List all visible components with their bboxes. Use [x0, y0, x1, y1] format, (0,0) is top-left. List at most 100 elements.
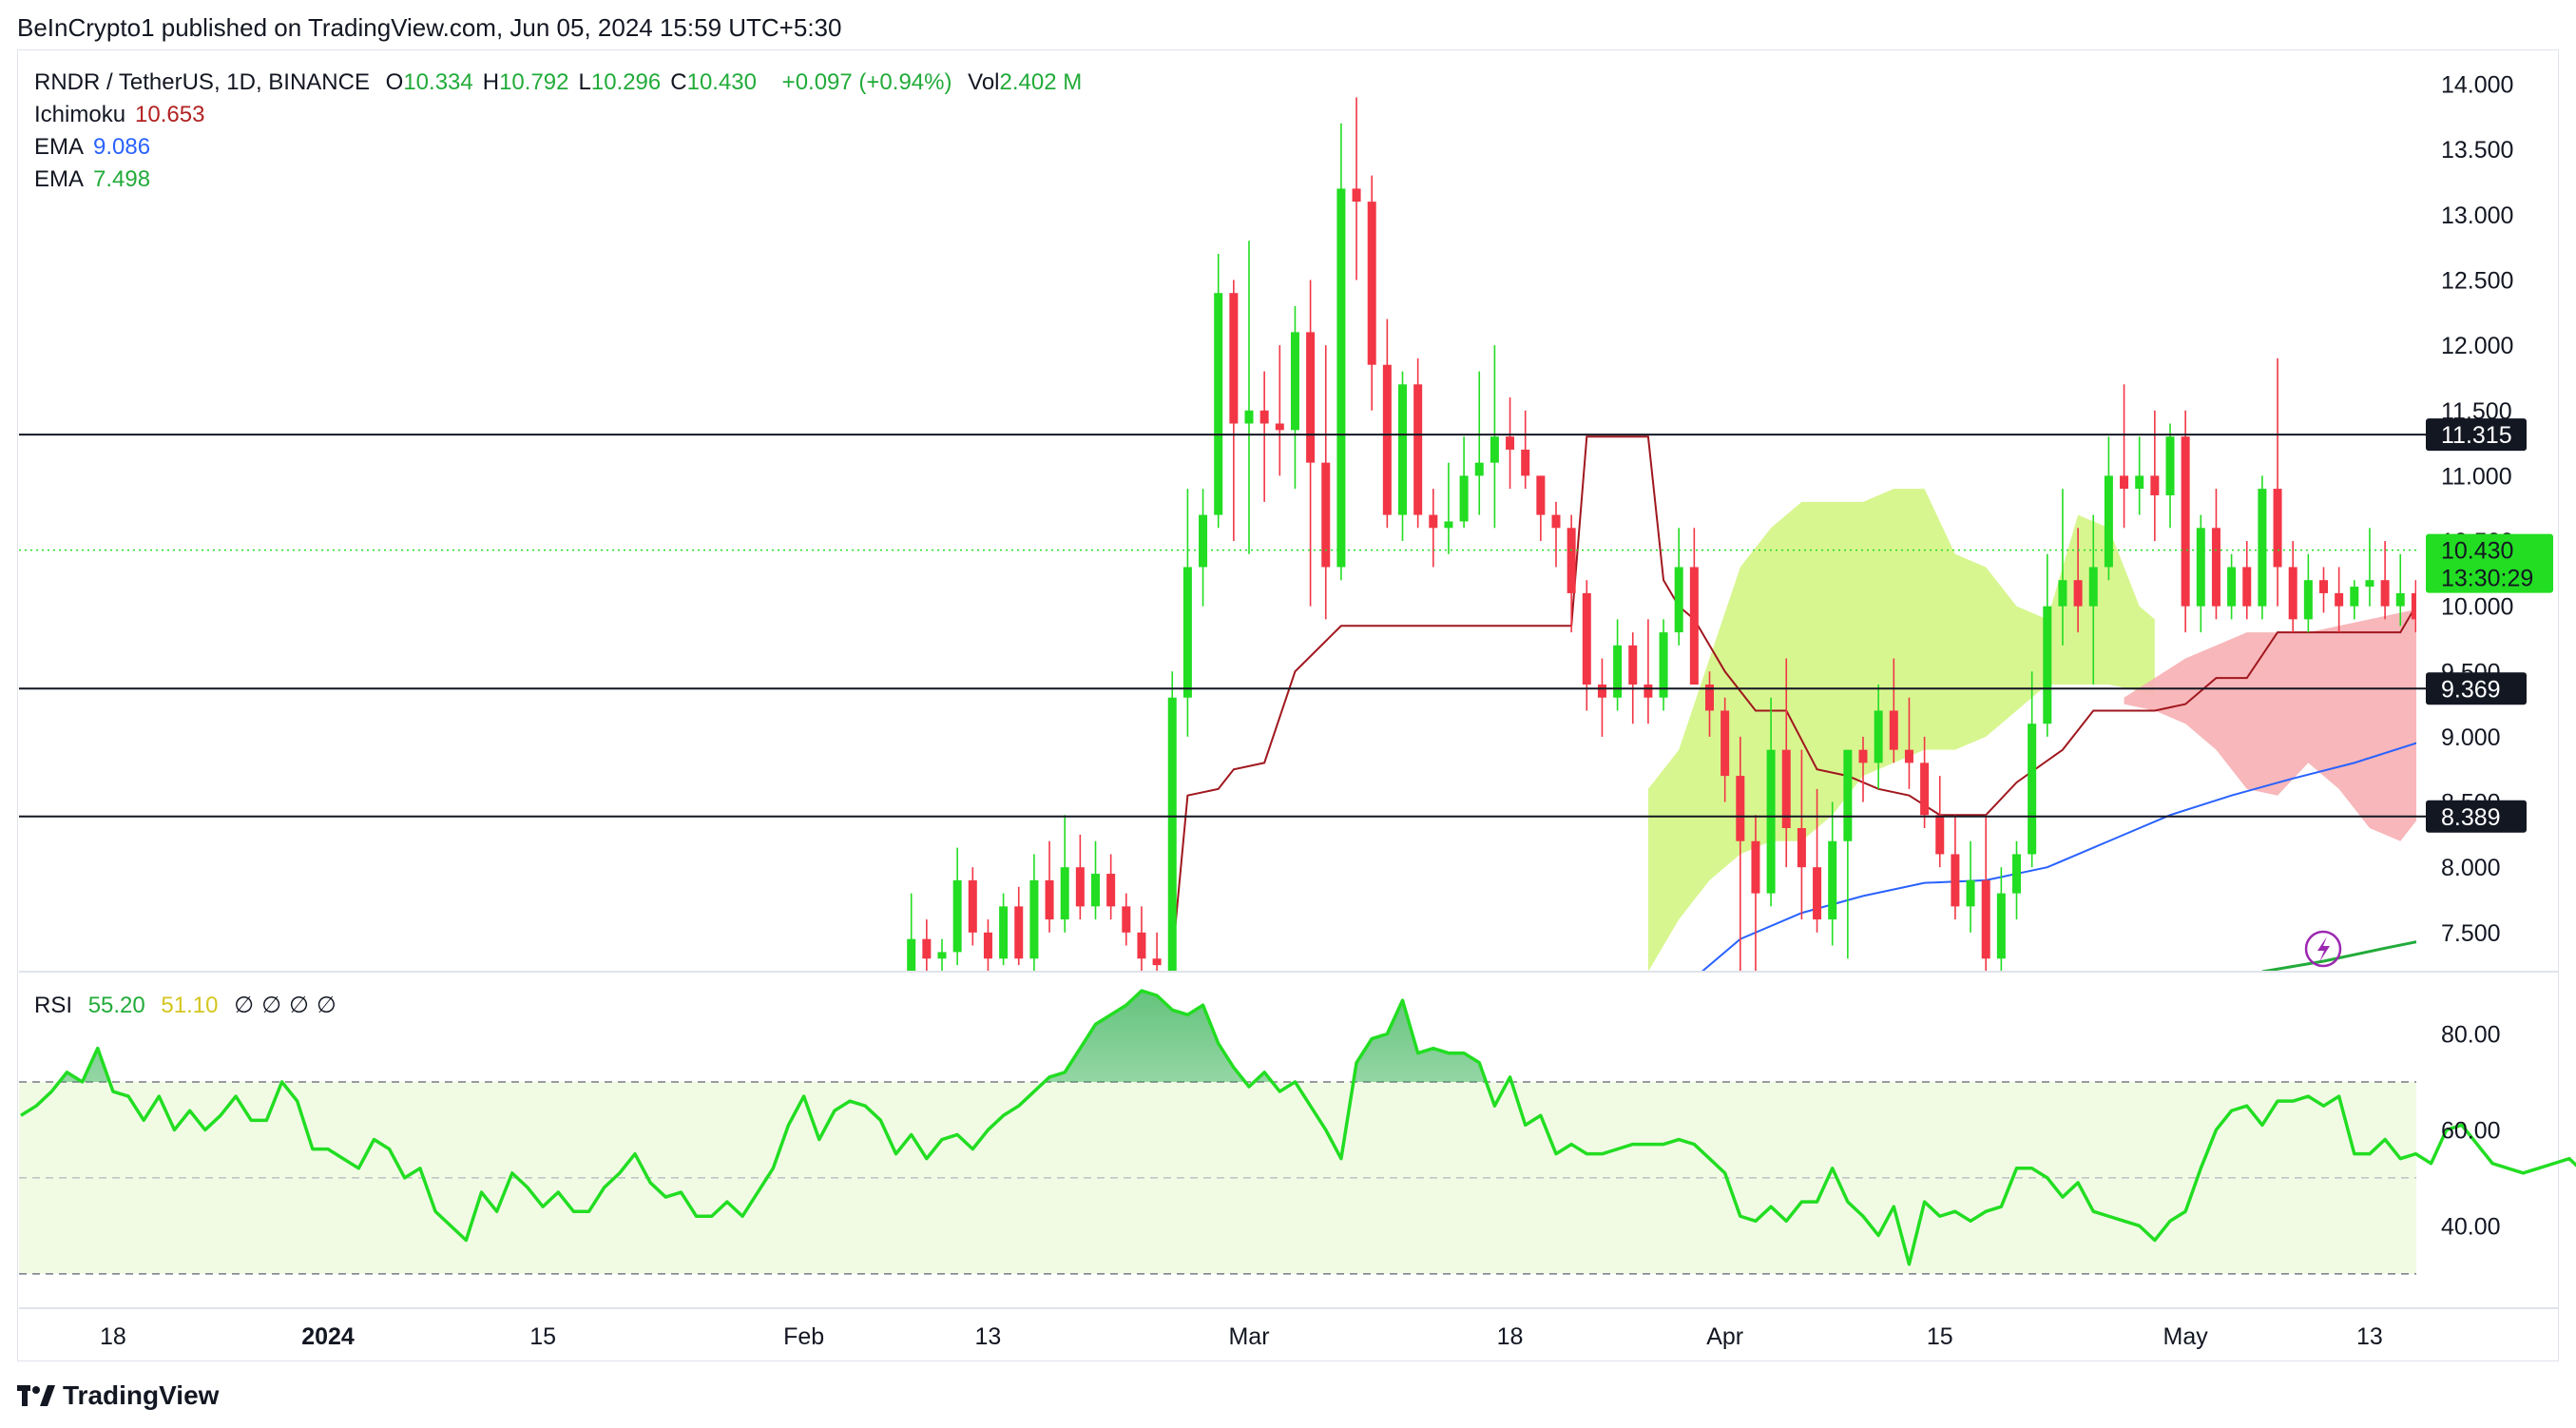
candle[interactable]: [2104, 436, 2113, 581]
candle[interactable]: [1214, 254, 1223, 529]
candle[interactable]: [1075, 834, 1085, 920]
candle[interactable]: [1321, 345, 1331, 620]
candle[interactable]: [1029, 854, 1039, 972]
candle[interactable]: [1874, 685, 1883, 789]
candle[interactable]: [1444, 462, 1453, 554]
candle[interactable]: [937, 938, 947, 974]
candle[interactable]: [1551, 501, 1561, 568]
candle[interactable]: [1306, 280, 1316, 607]
candle[interactable]: [1137, 906, 1146, 972]
candle[interactable]: [1167, 671, 1177, 974]
candle[interactable]: [1613, 619, 1623, 711]
candle[interactable]: [1828, 801, 1837, 946]
candle[interactable]: [1736, 736, 1745, 972]
candle[interactable]: [1106, 854, 1116, 920]
candle[interactable]: [2335, 567, 2344, 633]
candle[interactable]: [1244, 241, 1254, 554]
candle[interactable]: [1506, 397, 1515, 490]
candle[interactable]: [1721, 697, 1730, 802]
tradingview-logo[interactable]: TradingView: [17, 1380, 219, 1411]
candle[interactable]: [2165, 423, 2175, 529]
candle[interactable]: [1490, 345, 1499, 529]
candle[interactable]: [2350, 580, 2359, 620]
candle[interactable]: [1182, 489, 1192, 737]
candle[interactable]: [1398, 371, 1407, 542]
candle[interactable]: [1751, 815, 1760, 972]
rsi-pane[interactable]: 80.00 60.00 40.00: [0, 974, 2576, 1301]
candle[interactable]: [2411, 580, 2420, 633]
candle[interactable]: [2028, 671, 2037, 868]
candle[interactable]: [1014, 886, 1024, 966]
lightning-icon[interactable]: [2304, 930, 2342, 968]
candle[interactable]: [1996, 867, 2006, 972]
candle[interactable]: [2181, 410, 2190, 633]
candle[interactable]: [1474, 371, 1484, 515]
candle[interactable]: [2196, 514, 2205, 633]
indicator-row[interactable]: EMA 7.498: [34, 164, 1101, 196]
candle[interactable]: [2073, 528, 2083, 633]
time-axis[interactable]: 18202415Feb13Mar18Apr15May13Jun1: [0, 1301, 2576, 1361]
rsi-line[interactable]: [20, 989, 2576, 1266]
candle[interactable]: [1122, 893, 1131, 946]
candle[interactable]: [1797, 749, 1806, 920]
candle[interactable]: [2288, 541, 2297, 633]
candle[interactable]: [1536, 475, 1546, 542]
candle[interactable]: [1152, 932, 1162, 974]
candle[interactable]: [1045, 840, 1054, 933]
candle[interactable]: [2227, 553, 2237, 620]
candle[interactable]: [1981, 815, 1990, 974]
candle[interactable]: [2365, 528, 2374, 607]
candle[interactable]: [1275, 345, 1284, 476]
candle[interactable]: [1290, 305, 1299, 490]
indicator-row[interactable]: EMA 9.086: [34, 131, 1101, 164]
candle[interactable]: [1091, 840, 1100, 920]
candle[interactable]: [2242, 541, 2252, 620]
candle[interactable]: [1843, 749, 1853, 959]
candle[interactable]: [1597, 658, 1606, 737]
candle[interactable]: [1705, 671, 1714, 737]
candle[interactable]: [2043, 553, 2052, 737]
candle[interactable]: [1628, 632, 1638, 724]
candle[interactable]: [1199, 489, 1208, 607]
candle[interactable]: [2211, 489, 2220, 620]
candle[interactable]: [999, 893, 1009, 966]
candle[interactable]: [1644, 619, 1653, 724]
candle[interactable]: [1858, 736, 1868, 802]
candle[interactable]: [1382, 318, 1392, 529]
candle[interactable]: [1766, 697, 1776, 907]
candle[interactable]: [1352, 97, 1361, 280]
candle[interactable]: [1582, 580, 1591, 711]
candle[interactable]: [2319, 567, 2328, 613]
candle[interactable]: [2012, 840, 2021, 920]
candle[interactable]: [2395, 553, 2405, 627]
rsi-label[interactable]: RSI: [34, 993, 73, 1018]
candle[interactable]: [2135, 436, 2144, 515]
candle[interactable]: [1781, 658, 1791, 868]
candle[interactable]: [1659, 619, 1668, 711]
candle[interactable]: [2150, 410, 2160, 542]
candle[interactable]: [1060, 815, 1069, 933]
candle[interactable]: [2303, 553, 2313, 633]
candle[interactable]: [1966, 840, 1975, 933]
candle[interactable]: [1259, 371, 1269, 502]
candle[interactable]: [2273, 357, 2282, 607]
candle[interactable]: [952, 847, 962, 966]
candle[interactable]: [922, 919, 932, 972]
candle[interactable]: [1567, 514, 1576, 633]
candle[interactable]: [2088, 514, 2098, 685]
candle[interactable]: [1413, 357, 1423, 529]
candle[interactable]: [968, 867, 977, 946]
candle[interactable]: [2120, 384, 2129, 529]
candle[interactable]: [1521, 410, 1530, 490]
candle[interactable]: [1429, 489, 1438, 568]
candle[interactable]: [2058, 489, 2067, 646]
candle[interactable]: [1951, 815, 1960, 920]
candle[interactable]: [1674, 528, 1683, 646]
candle[interactable]: [1459, 436, 1469, 529]
candle[interactable]: [1935, 776, 1945, 868]
candle[interactable]: [1367, 175, 1376, 411]
candle[interactable]: [2258, 475, 2267, 620]
candle[interactable]: [1336, 123, 1346, 581]
indicator-row[interactable]: Ichimoku 10.653: [34, 99, 1101, 131]
candle[interactable]: [907, 893, 916, 974]
